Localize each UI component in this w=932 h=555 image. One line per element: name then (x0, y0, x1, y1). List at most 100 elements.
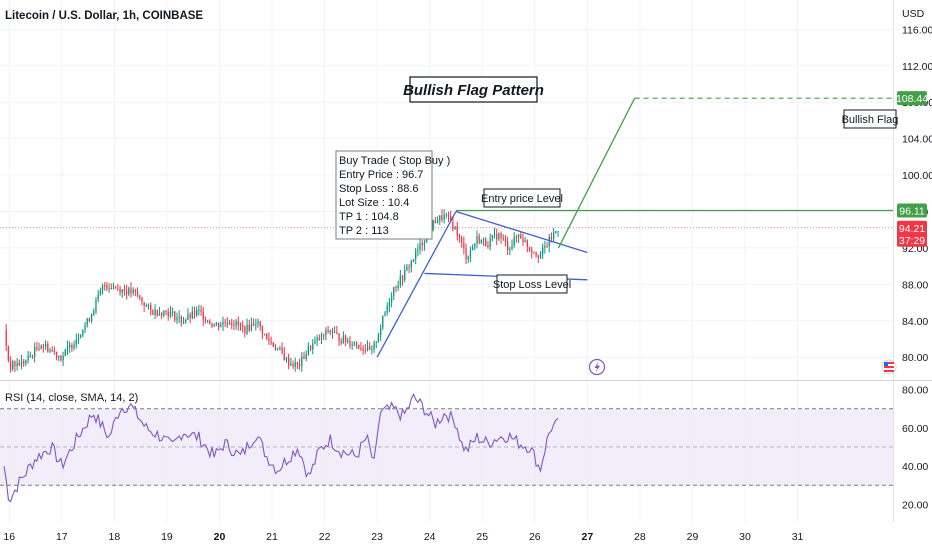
us-flag-icon[interactable] (881, 359, 897, 375)
last-price-value: 94.21 (899, 223, 925, 235)
candle-body (14, 361, 16, 367)
candle-body (237, 321, 239, 325)
time-axis[interactable]: 16 17 18 19 20 21 22 23 24 25 26 27 28 29 30 31 (3, 531, 803, 543)
breakout-projection-line[interactable] (557, 97, 636, 249)
candle (244, 325, 246, 338)
rsi-panel[interactable] (0, 393, 893, 503)
candle (95, 297, 97, 315)
candle-body (373, 342, 375, 350)
pattern-title-box[interactable]: Bullish Flag Pattern (403, 76, 544, 103)
candle (93, 308, 95, 317)
entry-label-box[interactable]: Entry price Level (481, 188, 563, 208)
symbol-title: Litecoin / U.S. Dollar, 1h, COINBASE (5, 10, 203, 22)
candle (281, 342, 283, 355)
candle-body (386, 306, 388, 313)
candle-body (441, 215, 443, 220)
candle (12, 359, 14, 372)
candle-body (390, 296, 393, 303)
candle (252, 318, 255, 327)
candle (489, 233, 491, 251)
trade-info-box[interactable]: Buy Trade ( Stop Buy ) Entry Price : 96.… (335, 150, 450, 240)
flagpole-line[interactable] (376, 211, 457, 358)
candle (432, 219, 434, 232)
candle (522, 233, 524, 246)
candle-body (309, 345, 312, 350)
candle (314, 336, 316, 345)
candle (16, 358, 18, 371)
candle (235, 319, 237, 330)
rsi-legend[interactable]: RSI (14, close, SMA, 14, 2) (5, 392, 138, 404)
trade-box-line: Entry Price : 96.7 (339, 169, 423, 181)
candle (270, 336, 272, 345)
candle (154, 304, 156, 320)
entry-price-badge: 96.11 (897, 203, 927, 218)
flag-label-box[interactable]: Bullish Flag (842, 109, 899, 129)
candle-body (502, 238, 504, 240)
candle (27, 350, 29, 364)
pattern-title: Bullish Flag Pattern (403, 82, 544, 99)
candle-body (239, 324, 242, 326)
candle-body (58, 355, 60, 358)
candle-body (64, 349, 66, 357)
candle (360, 341, 362, 352)
candle (460, 235, 463, 248)
candle-body (263, 333, 266, 335)
candle-body (401, 275, 404, 280)
candle (231, 318, 233, 330)
candle-body (82, 329, 84, 336)
candle-body (255, 324, 257, 326)
candle-body (445, 214, 447, 216)
candle-body (71, 344, 73, 349)
candle (110, 283, 112, 290)
candle (178, 310, 180, 324)
candle (128, 286, 130, 297)
candle (401, 274, 404, 286)
candle-body (147, 304, 150, 306)
price-axis[interactable]: 116.00112.00108.00104.00100.0096.0092.00… (902, 24, 932, 364)
entry-price-value: 96.11 (899, 205, 925, 217)
candle (31, 354, 34, 359)
candle-body (384, 312, 386, 316)
candle (421, 239, 423, 252)
candle-body (279, 347, 281, 349)
candles (5, 209, 559, 373)
stop-label-box[interactable]: Stop Loss Level (493, 274, 571, 294)
candle-body (274, 346, 277, 350)
candle (169, 306, 172, 319)
candle (358, 344, 360, 350)
drawings[interactable] (0, 97, 893, 358)
candle (515, 234, 518, 243)
candle (49, 347, 51, 354)
candle (388, 298, 391, 313)
candle (220, 321, 222, 328)
candle (285, 356, 288, 363)
candle-body (524, 240, 526, 243)
rsi-axis[interactable]: 80.00 60.00 40.00 20.00 (902, 385, 928, 512)
candle-body (139, 295, 141, 298)
candle (38, 342, 40, 352)
candle (108, 283, 110, 293)
candle-body (79, 335, 82, 338)
candle-body (474, 243, 476, 247)
time-tick-label: 29 (687, 531, 699, 543)
candle-body (226, 322, 229, 325)
candle (524, 236, 526, 243)
candle-body (467, 256, 469, 260)
candle-body (355, 342, 358, 345)
candle (139, 294, 141, 301)
candle-body (351, 344, 353, 346)
candle (143, 302, 145, 312)
candle-body (382, 315, 384, 328)
candle (502, 234, 504, 241)
candle (58, 355, 60, 362)
candle-body (552, 232, 555, 240)
lightning-icon[interactable] (588, 358, 606, 376)
candle (469, 246, 472, 262)
candle (434, 217, 437, 224)
candle-body (362, 348, 364, 351)
candle-body (305, 353, 307, 360)
flag-upper-line[interactable] (455, 210, 588, 254)
candle (318, 334, 320, 341)
